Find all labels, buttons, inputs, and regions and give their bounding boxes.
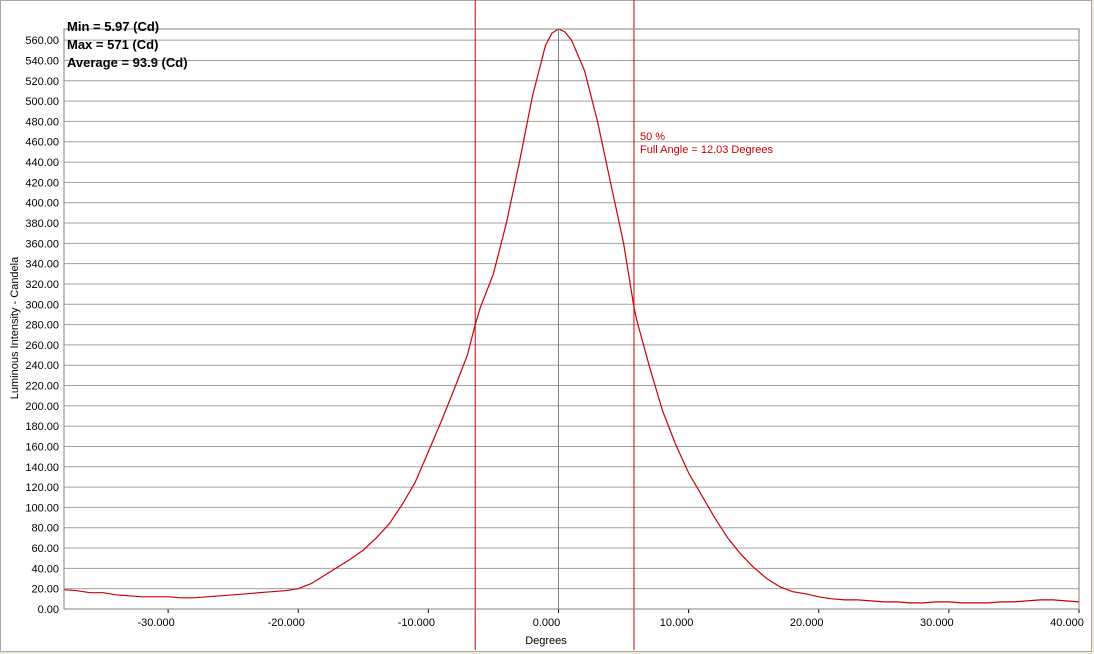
- x-tick-labels: -30.000 -20.000 -10.000 0.000 10.000 20.000 30…: [137, 617, 1083, 629]
- y-tick-label: 160.00: [25, 441, 59, 453]
- x-tick-label: 0.000: [533, 617, 561, 629]
- y-tick-label: 100.00: [25, 502, 59, 514]
- y-tick-label: 280.00: [25, 320, 59, 332]
- y-tick-label: 400.00: [25, 198, 59, 210]
- y-tick-label: 440.00: [25, 157, 59, 169]
- x-tick-label: 30.000: [920, 617, 954, 629]
- y-tick-label: 260.00: [25, 340, 59, 352]
- annotation-percent: 50 %: [640, 131, 665, 143]
- plot-border: [63, 28, 1080, 610]
- x-tick-label: 10.000: [660, 617, 694, 629]
- y-tick-label: 320.00: [25, 279, 59, 291]
- y-tick-label: 520.00: [25, 76, 59, 88]
- x-tick-label: -10.000: [398, 617, 435, 629]
- y-tick-label: 80.00: [31, 523, 59, 535]
- y-tick-label: 40.00: [31, 563, 59, 575]
- series-line: [63, 28, 1080, 604]
- x-tick-label: -20.000: [268, 617, 305, 629]
- y-tick-label: 180.00: [25, 421, 59, 433]
- stat-average: Average = 93.9 (Cd): [67, 55, 188, 70]
- x-tick-label: 20.000: [790, 617, 824, 629]
- y-tick-label: 360.00: [25, 238, 59, 250]
- y-tick-label: 480.00: [25, 116, 59, 128]
- y-tick-label: 200.00: [25, 401, 59, 413]
- y-tick-label: 120.00: [25, 482, 59, 494]
- x-tick-label: -30.000: [137, 617, 174, 629]
- y-tick-label: 240.00: [25, 360, 59, 372]
- y-tick-label: 340.00: [25, 259, 59, 271]
- stat-max: Max = 571 (Cd): [67, 37, 158, 52]
- grid-lines: [64, 39, 1080, 613]
- y-tick-label: 560.00: [25, 35, 59, 47]
- y-tick-label: 540.00: [25, 55, 59, 67]
- y-tick-label: 220.00: [25, 381, 59, 393]
- y-tick-label: 140.00: [25, 462, 59, 474]
- y-tick-label: 460.00: [25, 137, 59, 149]
- y-axis-label: Luminous Intensity - Candela: [9, 256, 21, 399]
- y-tick-label: 300.00: [25, 299, 59, 311]
- x-tick-label: 40.000: [1050, 617, 1084, 629]
- y-tick-label: 60.00: [31, 543, 59, 555]
- x-axis-label: Degrees: [525, 635, 567, 647]
- stat-min: Min = 5.97 (Cd): [67, 19, 159, 34]
- y-tick-label: 500.00: [25, 96, 59, 108]
- y-tick-label: 20.00: [31, 584, 59, 596]
- y-tick-label: 420.00: [25, 177, 59, 189]
- y-tick-labels: 0.00 20.00 40.00 60.00 80.00 100.00 120.00 140.…: [25, 35, 59, 616]
- y-tick-label: 380.00: [25, 218, 59, 230]
- annotation-full-angle: Full Angle = 12.03 Degrees: [640, 144, 774, 156]
- y-tick-label: 0.00: [38, 604, 59, 616]
